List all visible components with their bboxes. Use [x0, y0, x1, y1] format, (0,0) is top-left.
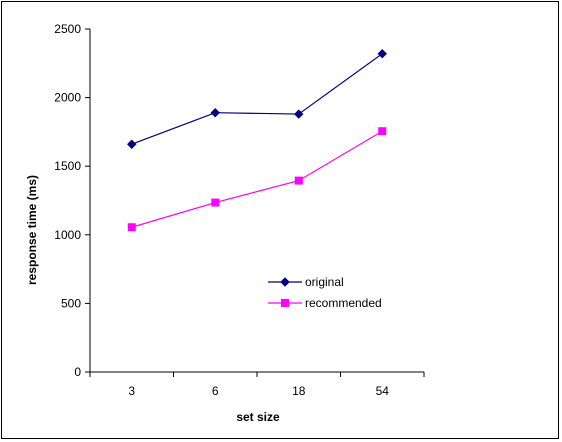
legend-marker [281, 299, 289, 307]
series-line [131, 53, 383, 145]
y-axis-title: response time (ms) [25, 175, 39, 285]
data-point [377, 48, 387, 59]
y-tick-label: 0 [74, 365, 81, 379]
data-point [378, 127, 387, 136]
x-tick-label: 3 [128, 384, 135, 398]
legend-entry: original [268, 275, 344, 289]
y-tick-label: 2500 [54, 22, 81, 36]
x-tick-label: 6 [212, 384, 219, 398]
data-point [127, 139, 137, 149]
legend: original recommended [268, 275, 382, 310]
legend-entry: recommended [268, 296, 382, 310]
axes: 0 500 1000 1500 2000 2500 3 6 18 54 [54, 22, 425, 398]
data-point [294, 176, 303, 185]
legend-label: recommended [305, 296, 382, 310]
y-tick-label: 500 [61, 296, 81, 310]
data-point [210, 107, 220, 118]
y-tick-label: 2000 [54, 91, 81, 105]
legend-label: original [305, 275, 344, 289]
series-layer [127, 48, 387, 232]
y-tick-label: 1500 [54, 159, 81, 173]
series-line [131, 130, 383, 228]
x-tick-label: 54 [376, 384, 390, 398]
series-original [127, 48, 387, 149]
data-point [127, 223, 136, 232]
x-tick-label: 18 [292, 384, 306, 398]
data-point [211, 198, 220, 207]
y-tick-label: 1000 [54, 228, 81, 242]
legend-marker [280, 277, 290, 287]
x-axis-title: set size [236, 410, 280, 424]
data-point [294, 109, 304, 119]
series-recommended [127, 127, 387, 232]
